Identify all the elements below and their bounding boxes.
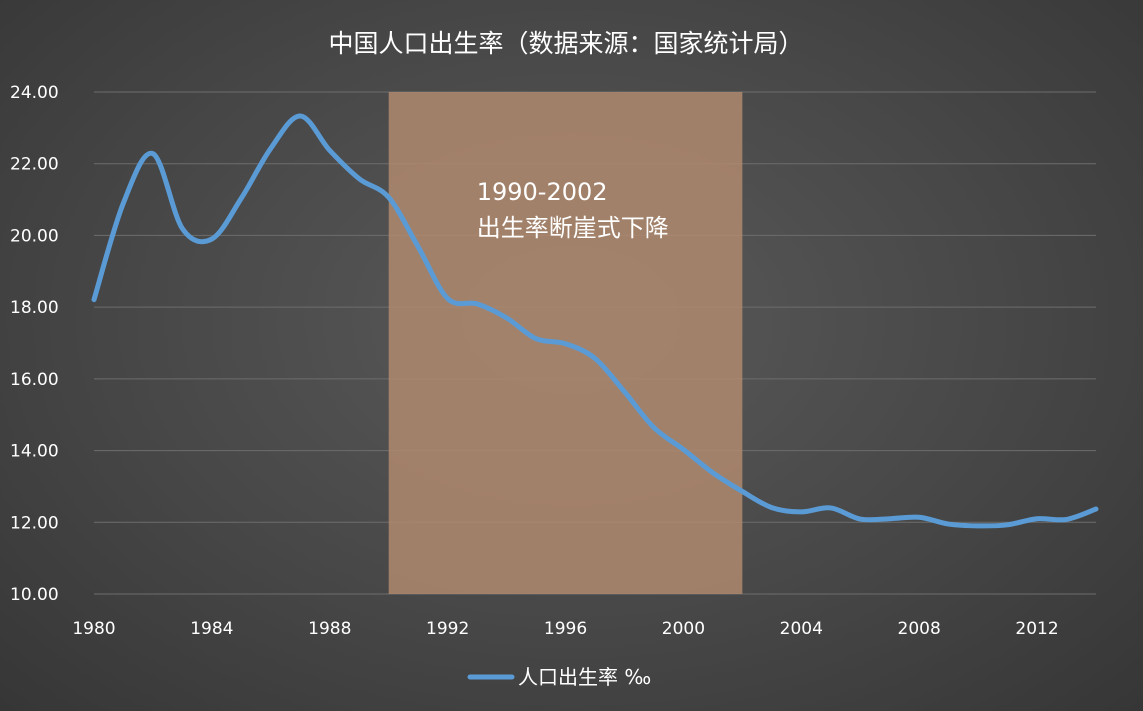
- data-point: [622, 389, 627, 394]
- data-point: [268, 146, 273, 151]
- y-tick-label: 24.00: [10, 83, 59, 103]
- data-point: [1094, 507, 1099, 512]
- data-point: [946, 522, 951, 527]
- data-point: [239, 196, 244, 201]
- data-point: [327, 148, 332, 153]
- data-point: [1064, 517, 1069, 522]
- data-point: [150, 151, 155, 156]
- series-layer: [91, 113, 1099, 529]
- y-tick-label: 12.00: [10, 513, 59, 533]
- x-tick-label: 1992: [426, 619, 469, 639]
- data-point: [1035, 516, 1040, 521]
- data-point: [445, 296, 450, 301]
- legend: 人口出生率 ‰: [467, 665, 651, 689]
- data-point: [298, 114, 303, 119]
- data-point: [976, 523, 981, 528]
- data-point: [386, 195, 391, 200]
- x-tick-label: 2000: [662, 619, 705, 639]
- chart-title: 中国人口出生率（数据来源：国家统计局）: [328, 29, 803, 58]
- y-axis-tick-labels: 10.00 12.00 14.00 16.00 18.00 20.00 22.00 24.00: [10, 83, 59, 605]
- data-point: [504, 315, 509, 320]
- y-tick-label: 18.00: [10, 298, 59, 318]
- x-axis-tick-labels: 1980 1984 1988 1992 1996 2000 2004 2008 2012: [72, 619, 1058, 639]
- y-tick-label: 14.00: [10, 442, 59, 462]
- data-point: [416, 244, 421, 249]
- series-line: [91, 113, 1099, 529]
- x-tick-label: 1996: [544, 619, 587, 639]
- y-tick-label: 20.00: [10, 226, 59, 246]
- data-point: [357, 176, 362, 181]
- data-point: [180, 226, 185, 231]
- x-tick-label: 1980: [72, 619, 115, 639]
- data-point: [828, 505, 833, 510]
- y-tick-label: 16.00: [10, 370, 59, 390]
- data-point: [1005, 522, 1010, 527]
- annotation-years: 1990-2002: [477, 178, 608, 206]
- data-point: [858, 517, 863, 522]
- data-point: [475, 301, 480, 306]
- y-tick-label: 10.00: [10, 585, 59, 605]
- data-point: [121, 200, 126, 205]
- x-tick-label: 1984: [190, 619, 233, 639]
- x-tick-label: 1988: [308, 619, 351, 639]
- data-point: [740, 489, 745, 494]
- data-point: [563, 341, 568, 346]
- data-point: [209, 237, 214, 242]
- data-point: [92, 297, 97, 302]
- x-tick-label: 2012: [1015, 619, 1058, 639]
- data-point: [799, 509, 804, 514]
- annotation-description: 出生率断崖式下降: [477, 214, 669, 242]
- data-point: [534, 336, 539, 341]
- x-tick-label: 2004: [780, 619, 823, 639]
- data-point: [593, 356, 598, 361]
- data-point: [887, 516, 892, 521]
- data-point: [710, 470, 715, 475]
- legend-label: 人口出生率 ‰: [518, 665, 651, 689]
- y-tick-label: 22.00: [10, 155, 59, 175]
- x-tick-label: 2008: [898, 619, 941, 639]
- data-point: [769, 505, 774, 510]
- data-point: [651, 425, 656, 430]
- data-point: [681, 447, 686, 452]
- data-point: [917, 515, 922, 520]
